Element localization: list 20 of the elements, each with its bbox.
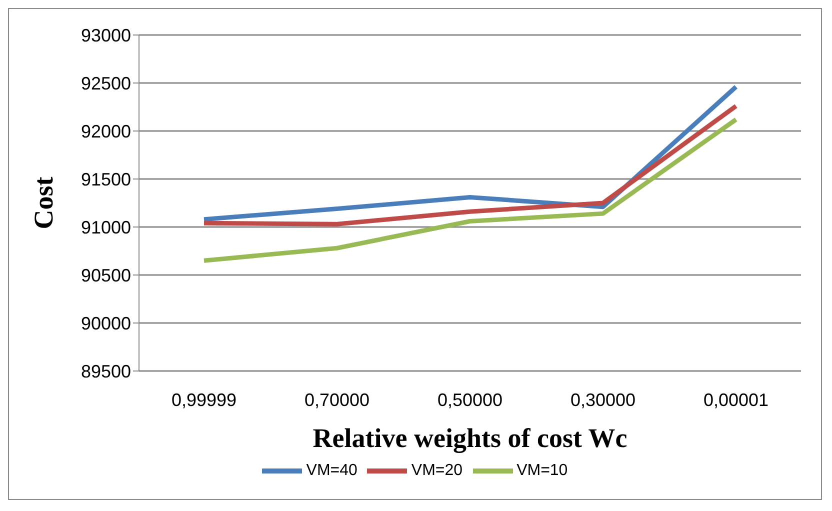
y-axis-title: Cost: [28, 176, 59, 230]
line-series: [202, 104, 738, 226]
y-tick-label: 92500: [80, 73, 131, 94]
y-tick-label: 90500: [80, 265, 131, 286]
x-tick-label: 0,30000: [570, 390, 636, 410]
y-tick-label: 93000: [80, 25, 131, 46]
y-tick-label: 89500: [80, 361, 131, 382]
x-tick-label: 0,99999: [171, 390, 237, 410]
x-tick-label: 0,70000: [304, 390, 370, 410]
y-tick-label: 92000: [80, 121, 131, 142]
line-series: [202, 117, 738, 263]
y-tick-label: 91000: [80, 217, 131, 238]
x-tick-label: 0,50000: [437, 390, 503, 410]
legend-label: VM=10: [516, 462, 568, 480]
y-tick-label: 91500: [80, 169, 131, 190]
legend-label: VM=20: [411, 462, 463, 480]
y-tick-label: 90000: [80, 313, 131, 334]
x-tick-label: 0,00001: [703, 390, 769, 410]
x-axis-title: Relative weights of cost Wc: [312, 423, 628, 453]
legend-label: VM=40: [306, 462, 358, 480]
